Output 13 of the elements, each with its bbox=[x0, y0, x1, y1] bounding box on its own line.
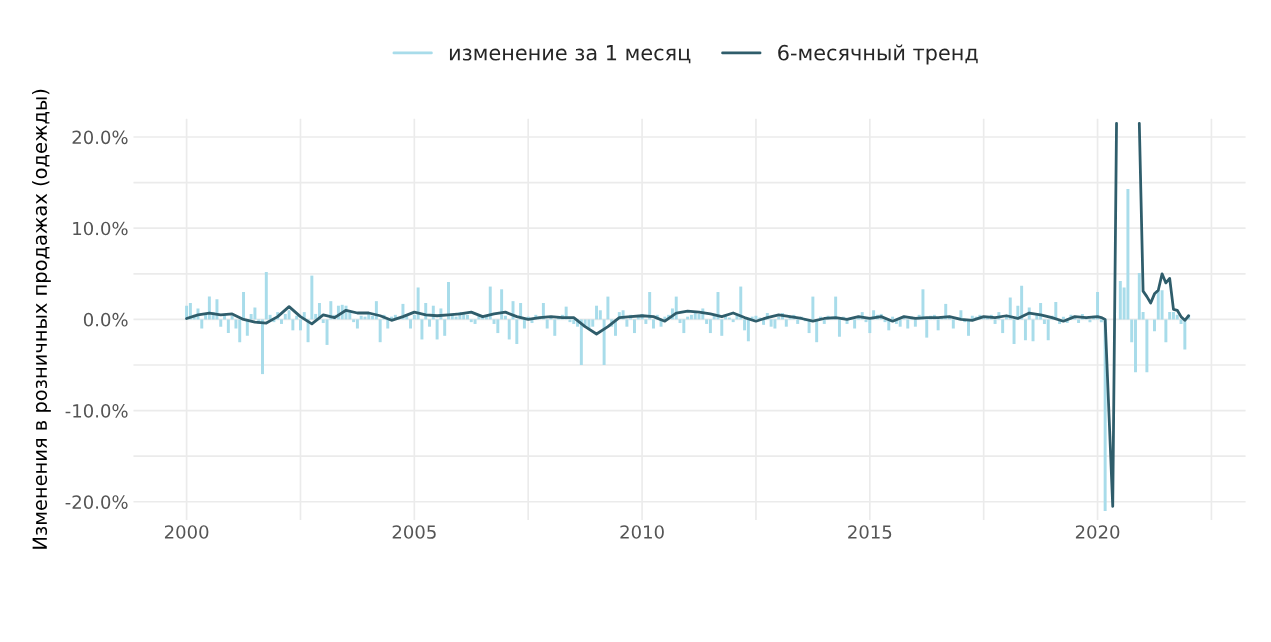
y-tick-label: -20.0% bbox=[65, 495, 128, 509]
x-tick-label: 2010 bbox=[620, 525, 664, 539]
x-tick-label: 2000 bbox=[164, 525, 209, 539]
legend-label: изменение за 1 месяц bbox=[449, 45, 691, 64]
legend-label: 6-месячный тренд bbox=[778, 44, 978, 65]
x-tick-label: 2005 bbox=[392, 525, 436, 539]
y-axis-title: Изменения в розничных продажах (одежды) bbox=[32, 89, 51, 549]
y-tick-label: 20.0% bbox=[72, 130, 128, 145]
y-tick-label: 10.0% bbox=[73, 221, 128, 236]
x-tick-label: 2020 bbox=[1075, 525, 1120, 539]
x-tick-label: 2015 bbox=[848, 525, 892, 539]
y-tick-label: -10.0% bbox=[65, 404, 128, 418]
y-tick-label: 0.0% bbox=[83, 312, 128, 327]
